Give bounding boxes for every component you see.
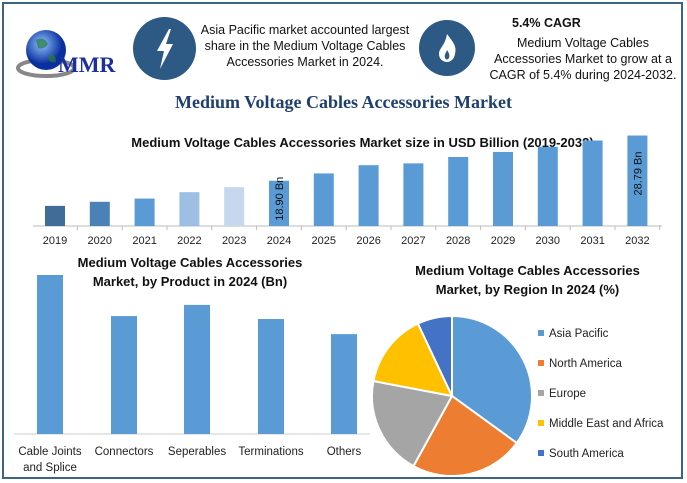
tick-label-2027: 2027 [401, 235, 426, 247]
pie-slice-south-america [416, 314, 453, 397]
bar-2021 [134, 198, 155, 226]
pie-slice-middle-east-and-africa [372, 322, 454, 398]
product-label-line: Connectors [94, 446, 154, 458]
product-label: Others [304, 444, 384, 460]
legend-item: Middle East and Africa [538, 418, 663, 448]
tick-label-2031: 2031 [580, 235, 605, 247]
frame-border [2, 2, 683, 479]
legend-item: South America [538, 448, 663, 478]
product-bar-1 [111, 316, 137, 434]
info-left-text: Asia Pacific market accounted largest sh… [200, 23, 410, 69]
legend-label: Europe [549, 388, 587, 400]
product-label-line: Terminations [238, 446, 304, 458]
bar-2031 [582, 140, 603, 226]
tick-label-2022: 2022 [177, 235, 202, 247]
data-label-2032: 28.79 Bn [632, 151, 644, 195]
cagr-heading: 5.4% CAGR [512, 16, 581, 30]
main-title: Medium Voltage Cables Accessories Market [175, 92, 512, 112]
region-legend: Asia Pacific North America Europe Middle Ea… [538, 328, 663, 478]
legend-item: Europe [538, 388, 663, 418]
bar-2022 [179, 192, 200, 226]
product-label: Connectors [84, 444, 164, 460]
tick-label-2029: 2029 [490, 235, 516, 247]
product-chart-title: Medium Voltage Cables Accessories Market… [77, 255, 303, 289]
pie-slice-north-america [412, 394, 519, 477]
product-label: Terminations [231, 444, 311, 460]
legend-swatch [538, 360, 544, 366]
logo-text: MMR [58, 52, 116, 77]
bar-2025 [313, 173, 334, 226]
product-label-line: Cable Joints [18, 446, 82, 458]
legend-swatch [538, 330, 544, 336]
tick-label-2025: 2025 [311, 235, 337, 247]
bar-2030 [537, 146, 558, 226]
tick-label-2021: 2021 [132, 235, 157, 247]
tick-label-2028: 2028 [445, 235, 471, 247]
product-bar-0 [37, 275, 63, 434]
legend-item: North America [538, 358, 663, 388]
market-size-chart-title: Medium Voltage Cables Accessories Market… [131, 135, 594, 150]
bar-2019 [45, 205, 65, 226]
bar-2023 [224, 187, 245, 226]
bar-2028 [448, 156, 469, 226]
data-label-2024: 18.90 Bn [274, 177, 286, 221]
product-bar-4 [331, 334, 357, 434]
product-label-line: and Splice [23, 462, 77, 474]
tick-label-2020: 2020 [87, 235, 113, 247]
bar-2026 [358, 165, 379, 226]
globe-icon [16, 30, 76, 78]
tick-label-2026: 2026 [356, 235, 381, 247]
legend-label: Middle East and Africa [549, 418, 664, 430]
bar-2020 [89, 201, 110, 226]
bar-2029 [493, 151, 513, 226]
lightning-bolt-icon [133, 17, 196, 80]
tick-label-2030: 2030 [535, 235, 561, 247]
product-bar-2 [184, 304, 210, 434]
pie-slice-europe [371, 379, 454, 468]
legend-label: North America [549, 358, 622, 370]
tick-label-2032: 2032 [625, 235, 650, 247]
legend-label: South America [549, 448, 624, 460]
bar-2032 [627, 135, 648, 226]
tick-label-2024: 2024 [266, 235, 292, 247]
tick-label-2019: 2019 [42, 235, 68, 247]
pie-slice-asia-pacific [451, 314, 533, 445]
legend-item: Asia Pacific [538, 328, 663, 358]
product-label-line: Seperables [167, 446, 227, 458]
bar-2024 [269, 180, 289, 226]
legend-swatch [538, 420, 544, 426]
legend-swatch [538, 390, 544, 396]
legend-label: Asia Pacific [549, 328, 609, 340]
product-label-line: Others [326, 446, 362, 458]
tick-label-2023: 2023 [221, 235, 247, 247]
flame-icon [419, 20, 475, 76]
bar-2027 [403, 163, 424, 226]
legend-swatch [538, 450, 544, 456]
product-label: Seperables [157, 444, 237, 460]
region-chart-title: Medium Voltage Cables Accessories Market… [415, 263, 640, 297]
product-bar-3 [258, 319, 284, 434]
product-label: Cable Joints and Splice [10, 444, 90, 476]
mmr-logo: MMR [14, 26, 124, 86]
info-right-text: Medium Voltage Cables Accessories Market… [489, 36, 677, 82]
